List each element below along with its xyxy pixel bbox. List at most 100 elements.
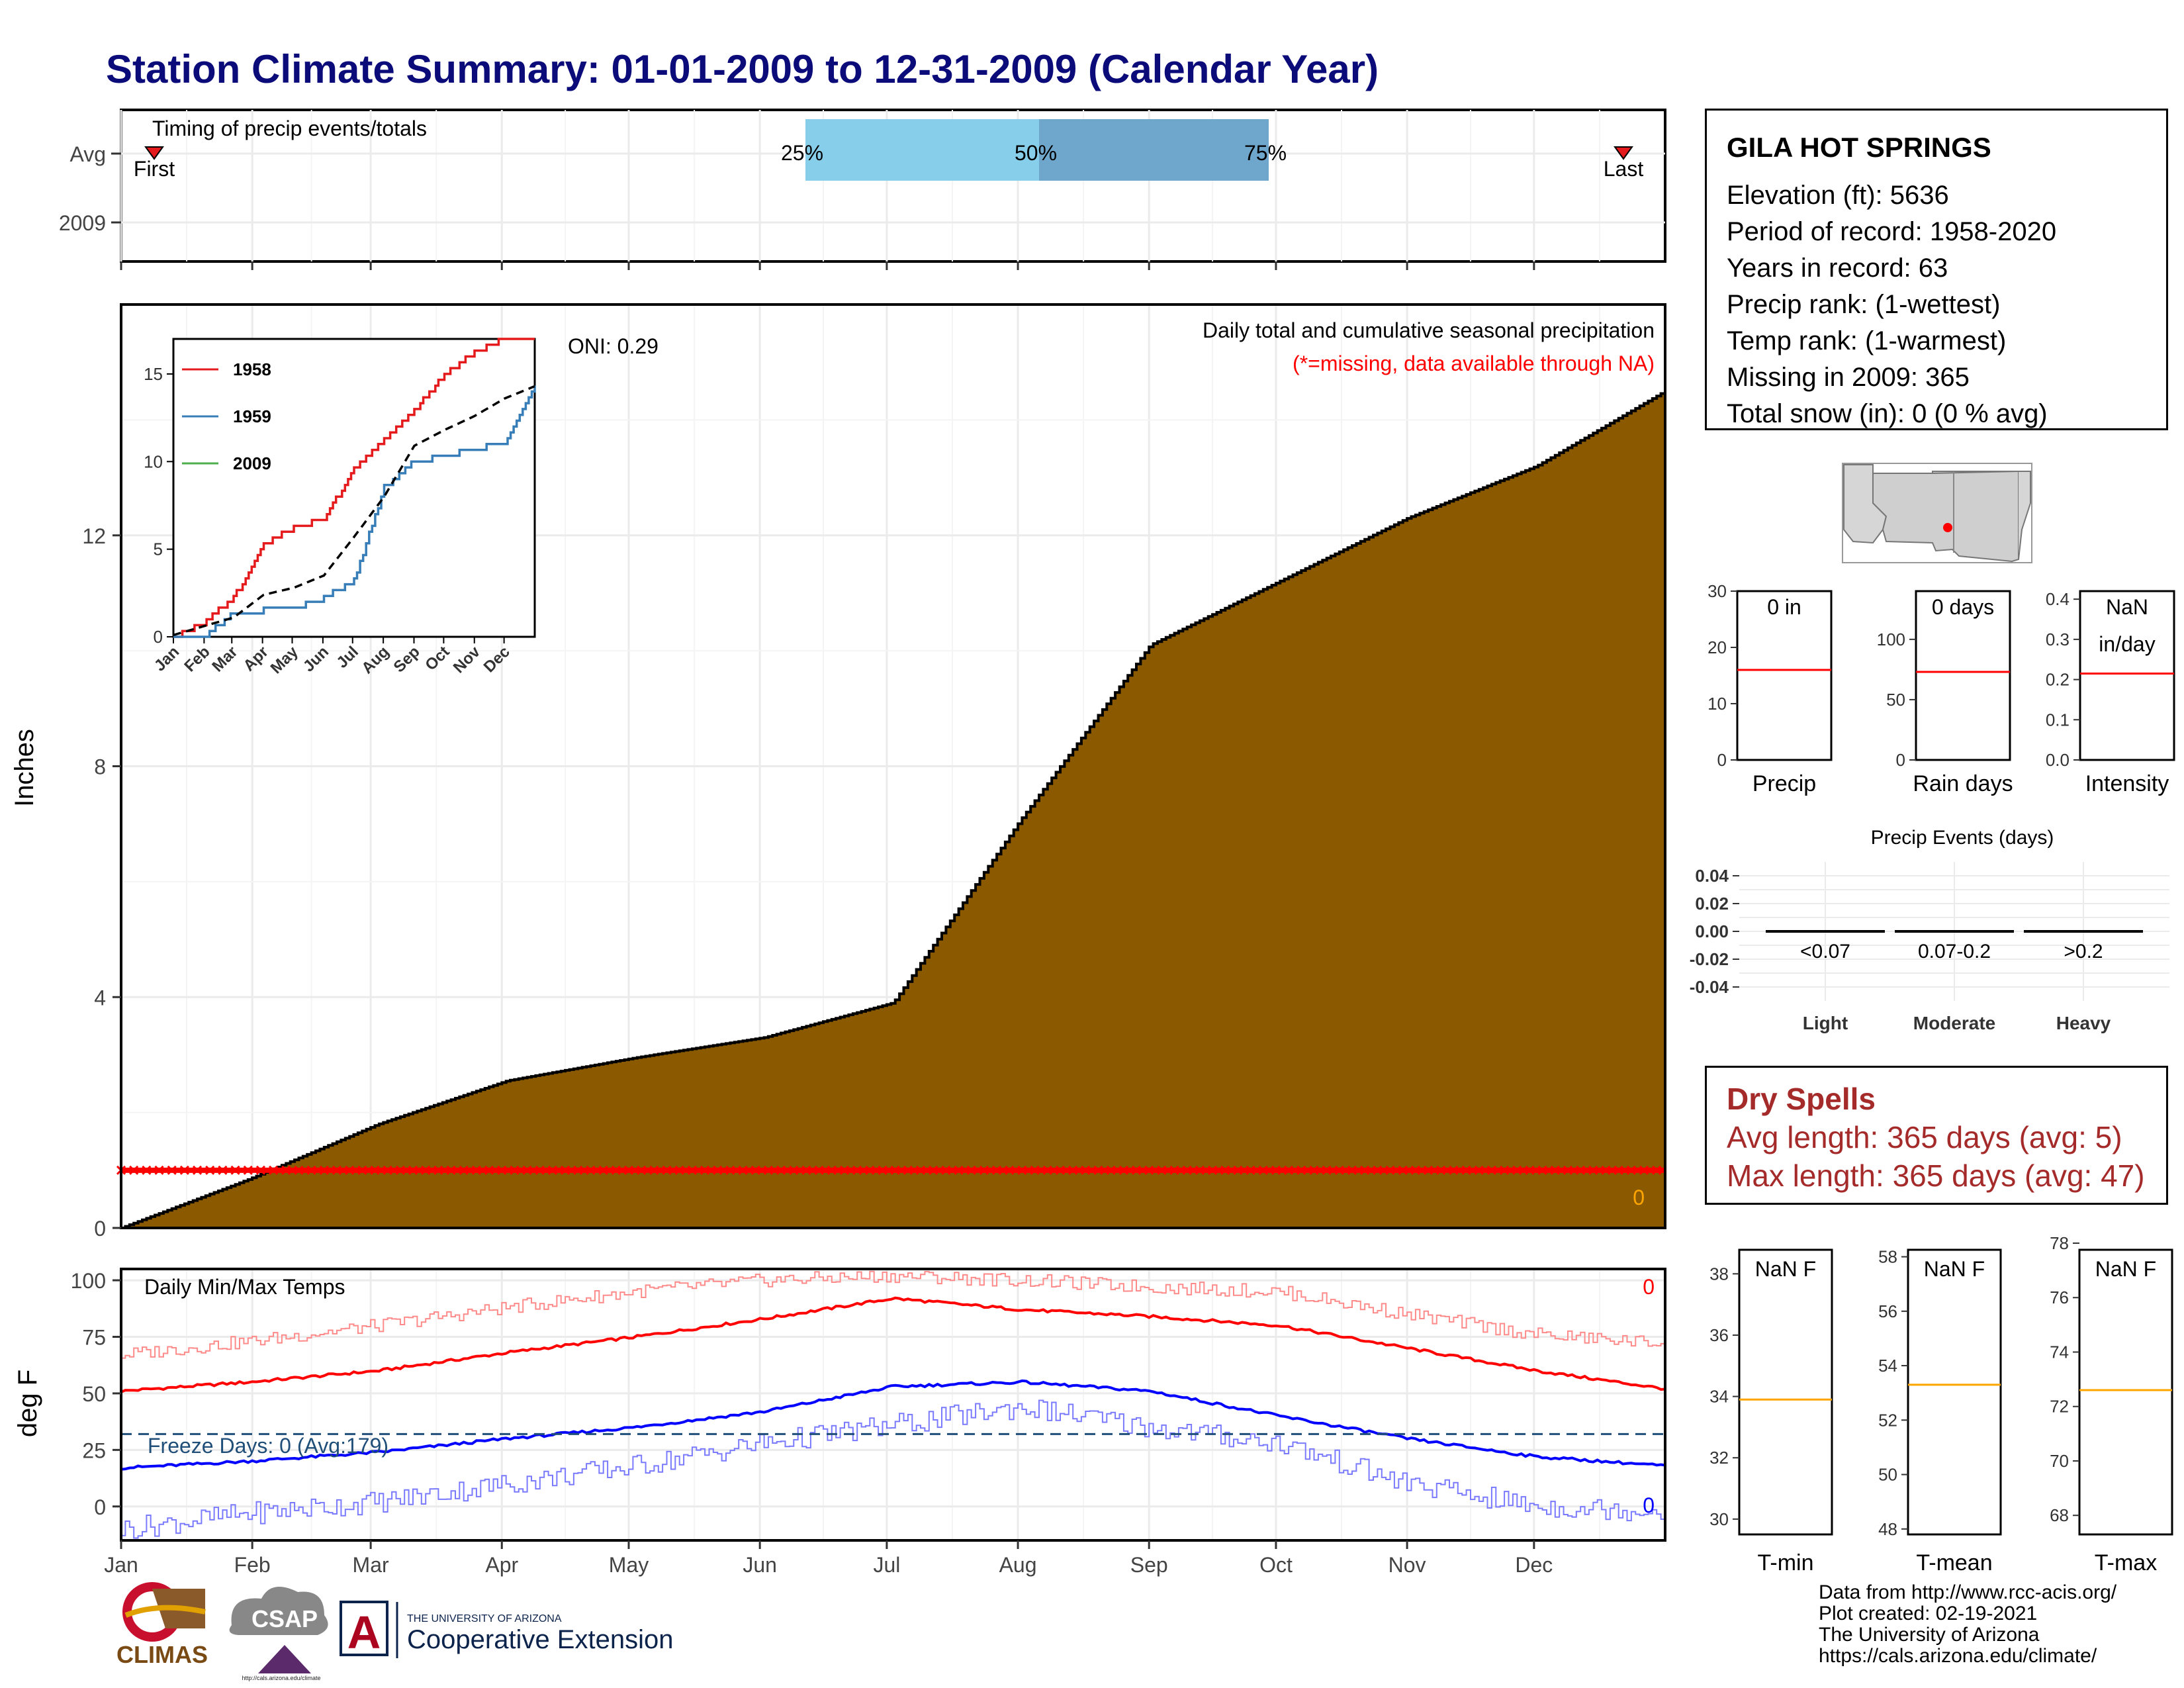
temps-label: Daily Min/Max Temps [144,1275,345,1299]
timing-q1-bar [805,119,1039,181]
mini-tick-label: 0 [1717,750,1727,770]
missing-mark [1614,1165,1623,1175]
mini-tick-label: 30 [1707,581,1727,601]
missing-mark [586,1165,596,1175]
missing-mark [1398,1165,1408,1175]
temp-bar-label-tmax: T-max [2095,1550,2157,1575]
missing-mark [230,1165,240,1175]
mini-bar-value-precip: 0 in [1767,595,1801,619]
missing-mark [1258,1165,1268,1175]
svg-text:CSAP: CSAP [251,1605,318,1632]
missing-mark [1297,1165,1306,1175]
temp-tick-label: 34 [1709,1387,1729,1407]
missing-mark [1271,1165,1281,1175]
mini-tick-label: 0 [1896,750,1905,770]
missing-mark [1068,1165,1078,1175]
mini-bar-value-intensity: in/day [2099,632,2155,656]
y-tick-label: 50 [82,1382,106,1406]
timing-row-2009: 2009 [59,211,106,235]
missing-mark [852,1165,862,1175]
missing-mark [954,1165,964,1175]
missing-mark [700,1165,710,1175]
missing-mark [294,1165,304,1175]
page-title: Station Climate Summary: 01-01-2009 to 1… [106,47,1379,91]
missing-mark [459,1165,469,1175]
mini-tick-label: 20 [1707,637,1727,657]
missing-mark [167,1165,177,1175]
events-tick-label: 0.04 [1695,866,1729,886]
missing-mark [637,1165,647,1175]
dry-spells-max: Max length: 365 days (avg: 47) [1727,1158,2145,1193]
temps-max-count: 0 [1643,1275,1655,1299]
temps-frame [120,1268,1666,1542]
missing-mark [281,1165,291,1175]
temp-tick-label: 36 [1709,1325,1729,1345]
state-map [1842,463,2032,563]
events-tick-label: -0.02 [1690,949,1729,969]
station-name: GILA HOT SPRINGS [1727,132,1991,163]
station-snow: Total snow (in): 0 (0 % avg) [1727,399,2048,428]
map-arizona [1872,471,2019,563]
inset-legend-label-1958: 1958 [233,359,271,379]
missing-data-markers [116,1165,1665,1175]
missing-mark [243,1165,253,1175]
missing-mark [878,1165,887,1175]
svg-text:Cooperative Extension: Cooperative Extension [407,1625,673,1654]
missing-mark [1309,1165,1319,1175]
month-label-sep: Sep [1130,1553,1168,1577]
missing-mark [1550,1165,1560,1175]
events-title: Precip Events (days) [1871,827,2054,849]
missing-mark [1601,1165,1611,1175]
missing-mark [192,1165,203,1175]
events-range-light: <0.07 [1800,941,1850,962]
credit-url: https://cals.arizona.edu/climate/ [1819,1645,2097,1667]
temp-tick-label: 56 [1878,1301,1897,1321]
temp-bar-label-tmin: T-min [1758,1550,1814,1575]
missing-mark [1461,1165,1471,1175]
missing-mark [1537,1165,1547,1175]
missing-mark [1220,1165,1230,1175]
mini-tick-label: 100 [1877,630,1905,649]
missing-mark [383,1165,392,1175]
missing-mark [1360,1165,1370,1175]
temps-bg [121,1269,1665,1540]
station-precip-rank: Precip rank: (1-wettest) [1727,290,2001,319]
month-label-mar: Mar [353,1553,389,1577]
missing-mark [205,1165,215,1175]
station-location-marker [1943,523,1952,532]
y-tick-label: 0 [94,1495,106,1519]
missing-mark [218,1165,228,1175]
missing-mark [535,1165,545,1175]
missing-mark [1042,1165,1052,1175]
temp-tick-label: 68 [2050,1505,2069,1525]
inset-legend-label-2009: 2009 [233,453,271,473]
missing-mark [1182,1165,1192,1175]
missing-mark [1144,1165,1154,1175]
missing-mark [142,1165,152,1175]
credit-data-source: Data from http://www.rcc-acis.org/ [1819,1581,2117,1603]
missing-mark [1373,1165,1383,1175]
inset-line-mean [173,385,535,637]
temp-tick-label: 72 [2050,1397,2069,1417]
missing-mark [484,1165,494,1175]
missing-mark [1208,1165,1218,1175]
missing-mark [154,1165,164,1175]
mini-bar-frame-intensity [2079,590,2175,761]
temp-tick-label: 78 [2050,1233,2069,1253]
missing-mark [966,1165,976,1175]
missing-mark [1005,1165,1015,1175]
missing-mark [306,1165,316,1175]
mini-bar-frame-precip [1736,590,1833,761]
events-category-moderate: Moderate [1913,1013,1995,1033]
missing-mark [1563,1165,1573,1175]
mini-tick-label: 10 [1707,694,1727,714]
inset-y-tick-label: 5 [154,539,163,559]
temp-line-max-record [121,1270,1666,1359]
svg-text:THE UNIVERSITY OF ARIZONA: THE UNIVERSITY OF ARIZONA [407,1613,562,1624]
y-tick-label: 100 [71,1269,106,1293]
missing-mark [992,1165,1002,1175]
dry-spells-title: Dry Spells [1727,1082,1876,1116]
oni-label: ONI: 0.29 [568,334,659,358]
month-label-may: May [609,1553,649,1577]
